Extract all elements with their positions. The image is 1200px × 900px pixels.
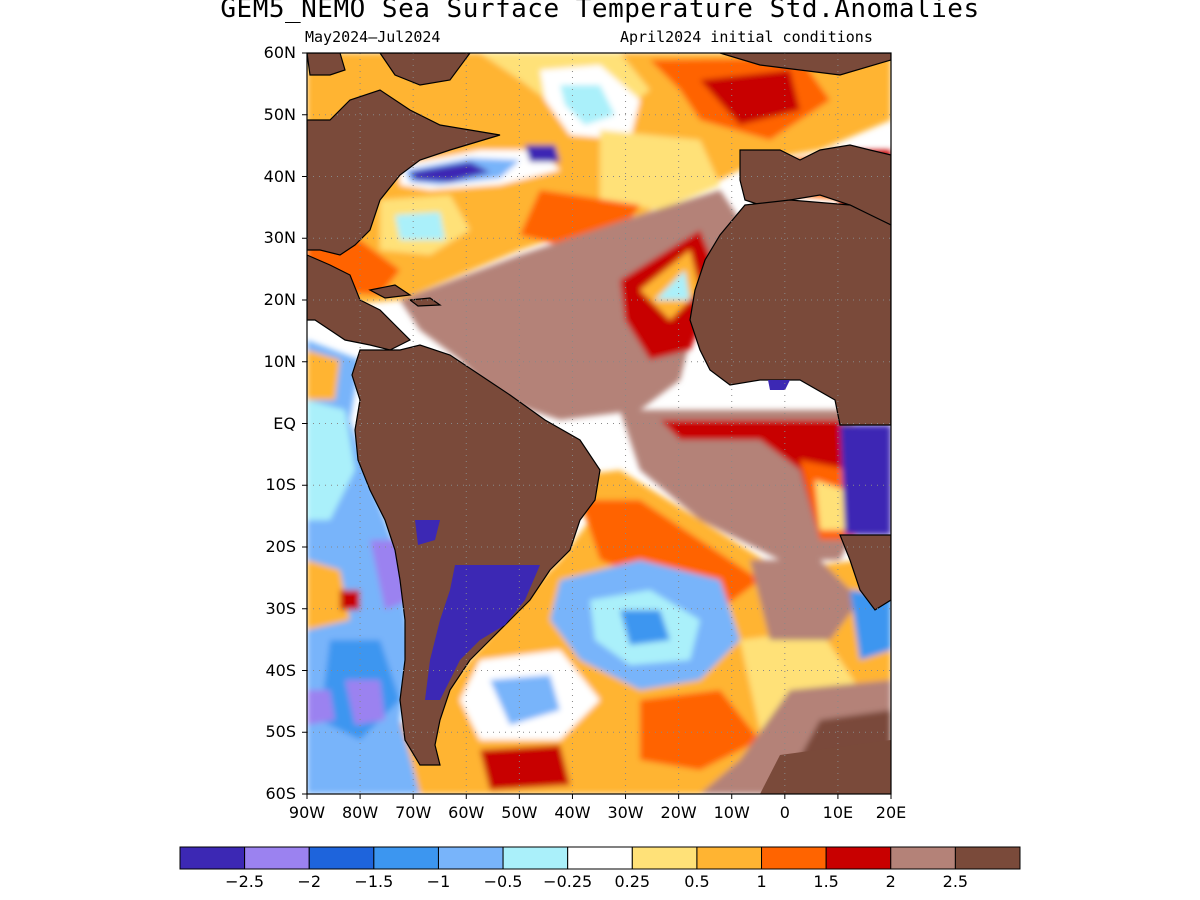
colorbar-label-0: −2.5: [225, 872, 265, 891]
lat-label-12: 60S: [265, 784, 296, 803]
lat-label-6: EQ: [273, 413, 296, 433]
lon-label-1: 80W: [341, 803, 379, 822]
lat-label-2: 40N: [263, 166, 296, 186]
colorbar-label-2: −1.5: [354, 872, 394, 891]
colorbar-swatch: [179, 846, 246, 870]
lat-label-1: 50N: [263, 104, 296, 124]
lon-label-7: 20W: [660, 803, 697, 822]
lon-label-2: 70W: [395, 803, 432, 822]
lat-label-11: 50S: [265, 722, 296, 742]
colorbar-swatch: [761, 846, 827, 870]
lat-label-7: 10S: [265, 475, 296, 495]
lon-label-10: 10E: [822, 803, 854, 822]
lat-label-3: 30N: [263, 228, 296, 248]
colorbar-label-1: −2: [297, 872, 322, 891]
colorbar-swatch: [890, 846, 956, 870]
colorbar-label-5: −0.25: [543, 872, 593, 891]
colorbar-label-10: 2: [885, 872, 896, 891]
anomaly-land-patch: [768, 380, 790, 390]
land-masses: [307, 53, 891, 794]
anomaly-land-patch: [415, 520, 440, 545]
colorbar-label-6: 0.25: [614, 872, 651, 891]
colorbar-swatch: [502, 846, 569, 870]
chart-title: GEM5_NEMO Sea Surface Temperature Std.An…: [220, 0, 980, 24]
gridlines: [307, 53, 891, 794]
axis-ticks: [302, 52, 892, 799]
lon-label-4: 50W: [501, 803, 538, 822]
lon-label-11: 20E: [875, 803, 907, 822]
colorbar-label-7: 0.5: [684, 872, 710, 891]
colorbar-swatch: [567, 846, 633, 870]
anomaly-land-patch: [425, 565, 540, 700]
colorbar-swatch: [825, 846, 892, 870]
initial-conditions: April2024 initial conditions: [620, 28, 873, 46]
lon-label-3: 60W: [448, 803, 485, 822]
colorbar-label-11: 2.5: [942, 872, 969, 891]
lat-label-8: 20S: [265, 537, 296, 556]
colorbar-label-4: −0.5: [483, 872, 523, 891]
lon-label-5: 40W: [554, 803, 591, 822]
colorbar-swatch: [244, 846, 310, 870]
lat-label-0: 60N: [263, 43, 296, 62]
lat-label-4: 20N: [263, 290, 296, 309]
colorbar-label-3: −1: [426, 872, 451, 891]
lat-label-5: 10N: [263, 351, 296, 371]
colorbar-swatch: [696, 846, 763, 870]
colorbar-swatch: [954, 846, 1021, 870]
lat-label-9: 30S: [265, 598, 296, 618]
forecast-period: May2024–Jul2024: [305, 28, 441, 46]
colorbar-swatch: [437, 846, 504, 870]
lon-label-9: 0: [779, 803, 790, 822]
colorbar-swatch: [308, 846, 375, 870]
lon-label-6: 30W: [607, 803, 644, 822]
lon-label-8: 10W: [713, 803, 750, 822]
colorbar-label-9: 1.5: [813, 872, 839, 891]
lat-label-10: 40S: [265, 660, 296, 680]
lon-label-0: 90W: [288, 803, 326, 822]
colorbar: [179, 846, 1021, 870]
colorbar-label-8: 1: [756, 872, 767, 891]
colorbar-swatch: [373, 846, 439, 870]
colorbar-swatch: [631, 846, 698, 870]
